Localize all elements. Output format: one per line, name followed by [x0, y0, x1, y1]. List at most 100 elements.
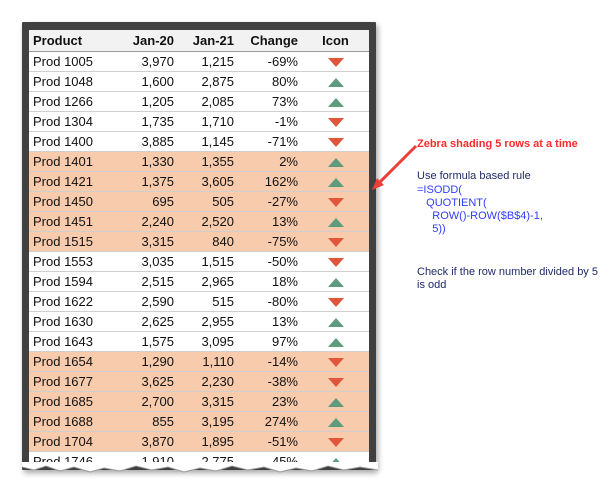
cell-jan20[interactable]: 1,375 [121, 171, 178, 192]
cell-jan21[interactable]: 2,955 [178, 311, 238, 332]
cell-jan21[interactable]: 505 [178, 191, 238, 212]
cell-change[interactable]: -14% [238, 351, 302, 372]
cell-change[interactable]: -71% [238, 131, 302, 152]
cell-jan20[interactable]: 1,735 [121, 111, 178, 132]
cell-change[interactable]: 13% [238, 211, 302, 232]
cell-jan21[interactable]: 2,230 [178, 371, 238, 392]
cell-jan20[interactable]: 855 [121, 411, 178, 432]
cell-jan21[interactable]: 3,605 [178, 171, 238, 192]
cell-jan21[interactable]: 1,110 [178, 351, 238, 372]
cell-icon[interactable] [302, 431, 369, 452]
cell-icon[interactable] [302, 211, 369, 232]
cell-product[interactable]: Prod 1622 [29, 291, 121, 312]
cell-icon[interactable] [302, 131, 369, 152]
cell-product[interactable]: Prod 1304 [29, 111, 121, 132]
cell-jan20[interactable]: 1,600 [121, 71, 178, 92]
cell-jan21[interactable]: 1,895 [178, 431, 238, 452]
cell-jan20[interactable]: 3,885 [121, 131, 178, 152]
cell-product[interactable]: Prod 1654 [29, 351, 121, 372]
cell-icon[interactable] [302, 191, 369, 212]
cell-jan20[interactable]: 1,330 [121, 151, 178, 172]
cell-jan20[interactable]: 3,625 [121, 371, 178, 392]
column-header-change[interactable]: Change [238, 30, 302, 52]
cell-jan20[interactable]: 2,240 [121, 211, 178, 232]
cell-jan20[interactable]: 1,290 [121, 351, 178, 372]
cell-icon[interactable] [302, 371, 369, 392]
cell-product[interactable]: Prod 1048 [29, 71, 121, 92]
cell-jan21[interactable]: 1,515 [178, 251, 238, 272]
cell-jan20[interactable]: 1,575 [121, 331, 178, 352]
column-header-jan20[interactable]: Jan-20 [121, 30, 178, 52]
cell-icon[interactable] [302, 411, 369, 432]
cell-icon[interactable] [302, 311, 369, 332]
cell-jan20[interactable]: 695 [121, 191, 178, 212]
cell-icon[interactable] [302, 71, 369, 92]
cell-product[interactable]: Prod 1515 [29, 231, 121, 252]
cell-icon[interactable] [302, 231, 369, 252]
cell-jan20[interactable]: 3,970 [121, 51, 178, 72]
cell-jan21[interactable]: 2,875 [178, 71, 238, 92]
cell-jan21[interactable]: 1,710 [178, 111, 238, 132]
cell-jan20[interactable]: 2,700 [121, 391, 178, 412]
cell-icon[interactable] [302, 291, 369, 312]
cell-change[interactable]: 97% [238, 331, 302, 352]
cell-product[interactable]: Prod 1266 [29, 91, 121, 112]
cell-product[interactable]: Prod 1677 [29, 371, 121, 392]
cell-jan20[interactable]: 2,590 [121, 291, 178, 312]
cell-change[interactable]: 162% [238, 171, 302, 192]
cell-icon[interactable] [302, 271, 369, 292]
cell-icon[interactable] [302, 151, 369, 172]
cell-icon[interactable] [302, 171, 369, 192]
cell-jan21[interactable]: 3,195 [178, 411, 238, 432]
cell-icon[interactable] [302, 91, 369, 112]
cell-icon[interactable] [302, 351, 369, 372]
cell-product[interactable]: Prod 1704 [29, 431, 121, 452]
cell-change[interactable]: -69% [238, 51, 302, 72]
cell-change[interactable]: -27% [238, 191, 302, 212]
cell-product[interactable]: Prod 1451 [29, 211, 121, 232]
cell-product[interactable]: Prod 1553 [29, 251, 121, 272]
column-header-jan21[interactable]: Jan-21 [178, 30, 238, 52]
cell-jan20[interactable]: 2,515 [121, 271, 178, 292]
cell-change[interactable]: 23% [238, 391, 302, 412]
cell-change[interactable]: -51% [238, 431, 302, 452]
cell-icon[interactable] [302, 111, 369, 132]
cell-product[interactable]: Prod 1594 [29, 271, 121, 292]
cell-jan21[interactable]: 1,145 [178, 131, 238, 152]
cell-icon[interactable] [302, 51, 369, 72]
cell-jan21[interactable]: 1,355 [178, 151, 238, 172]
cell-change[interactable]: 274% [238, 411, 302, 432]
cell-jan20[interactable]: 3,870 [121, 431, 178, 452]
cell-product[interactable]: Prod 1688 [29, 411, 121, 432]
cell-jan21[interactable]: 840 [178, 231, 238, 252]
cell-product[interactable]: Prod 1450 [29, 191, 121, 212]
cell-product[interactable]: Prod 1421 [29, 171, 121, 192]
cell-change[interactable]: -38% [238, 371, 302, 392]
cell-change[interactable]: 13% [238, 311, 302, 332]
cell-icon[interactable] [302, 391, 369, 412]
cell-product[interactable]: Prod 1685 [29, 391, 121, 412]
cell-icon[interactable] [302, 251, 369, 272]
cell-icon[interactable] [302, 331, 369, 352]
cell-change[interactable]: -75% [238, 231, 302, 252]
cell-jan21[interactable]: 3,315 [178, 391, 238, 412]
cell-jan21[interactable]: 2,085 [178, 91, 238, 112]
cell-jan21[interactable]: 3,095 [178, 331, 238, 352]
cell-change[interactable]: 80% [238, 71, 302, 92]
cell-product[interactable]: Prod 1400 [29, 131, 121, 152]
cell-change[interactable]: -50% [238, 251, 302, 272]
cell-jan21[interactable]: 2,965 [178, 271, 238, 292]
cell-jan21[interactable]: 1,215 [178, 51, 238, 72]
cell-change[interactable]: 18% [238, 271, 302, 292]
cell-product[interactable]: Prod 1005 [29, 51, 121, 72]
cell-jan20[interactable]: 3,315 [121, 231, 178, 252]
cell-product[interactable]: Prod 1630 [29, 311, 121, 332]
cell-product[interactable]: Prod 1401 [29, 151, 121, 172]
cell-jan20[interactable]: 1,205 [121, 91, 178, 112]
cell-jan21[interactable]: 2,520 [178, 211, 238, 232]
cell-change[interactable]: -80% [238, 291, 302, 312]
cell-change[interactable]: 73% [238, 91, 302, 112]
cell-jan21[interactable]: 515 [178, 291, 238, 312]
cell-product[interactable]: Prod 1643 [29, 331, 121, 352]
column-header-product[interactable]: Product [29, 30, 121, 52]
